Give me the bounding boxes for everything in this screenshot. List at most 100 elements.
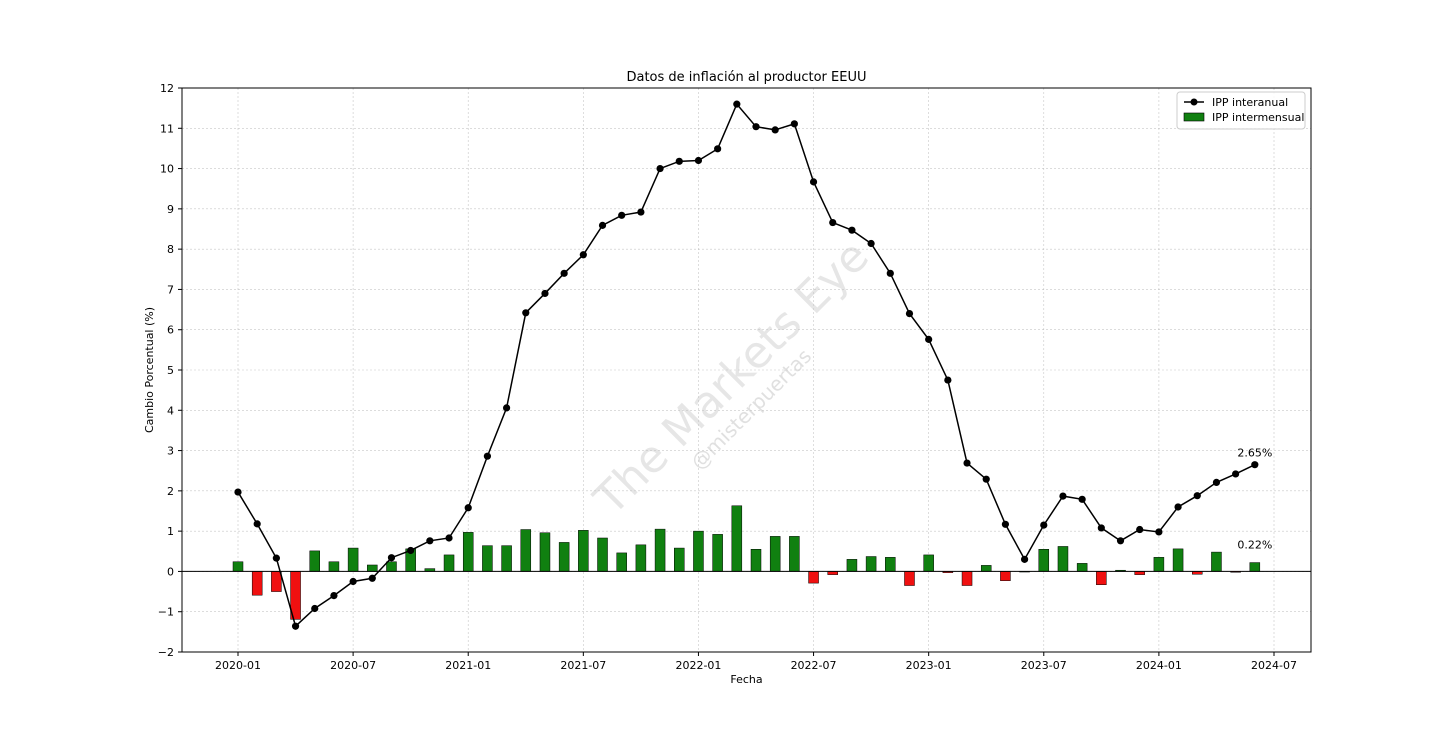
point-yoy <box>1020 555 1029 563</box>
point-yoy <box>694 156 703 165</box>
point-yoy <box>560 269 568 277</box>
point-yoy <box>1155 528 1163 536</box>
bar-mom <box>367 564 378 572</box>
annotation-last-mom: 0.22% <box>1237 539 1272 552</box>
y-tick-label: 12 <box>160 82 174 95</box>
bar-mom <box>904 571 915 586</box>
bar-mom <box>846 559 858 572</box>
x-tick-label: 2023-01 <box>906 659 952 672</box>
y-tick-label: 6 <box>167 324 174 337</box>
x-tick-label: 2024-07 <box>1251 659 1297 672</box>
point-yoy <box>982 475 990 483</box>
point-yoy <box>311 604 319 613</box>
bar-mom <box>808 571 819 584</box>
bar-mom <box>750 549 762 572</box>
point-yoy <box>445 534 453 542</box>
point-yoy <box>1174 503 1182 511</box>
legend-box <box>1176 91 1306 130</box>
point-yoy <box>714 145 722 153</box>
annotation-last-yoy: 2.65% <box>1237 447 1272 460</box>
bar-mom <box>885 557 896 572</box>
y-tick-label: 3 <box>167 445 174 458</box>
point-yoy <box>867 239 875 248</box>
bar-mom <box>309 550 320 572</box>
point-yoy <box>1193 492 1201 500</box>
y-tick-label: 7 <box>167 283 174 296</box>
y-tick-label: 0 <box>167 565 174 578</box>
bar-mom <box>923 554 934 572</box>
bar-mom <box>712 534 723 572</box>
bar-mom <box>731 505 743 572</box>
point-yoy <box>637 208 645 216</box>
point-yoy <box>1232 470 1240 478</box>
point-yoy <box>829 218 837 227</box>
bars-series <box>232 505 1261 620</box>
y-axis-title: Cambio Porcentual (%) <box>143 307 156 433</box>
point-yoy <box>1136 525 1144 534</box>
bar-mom <box>1038 549 1050 572</box>
bar-mom <box>980 565 992 572</box>
bar-mom <box>1211 551 1222 572</box>
annotations: 2.65% 0.22% <box>1237 447 1272 552</box>
point-yoy <box>733 100 741 108</box>
bar-mom <box>501 545 512 572</box>
bar-mom <box>232 561 244 572</box>
point-yoy <box>234 488 242 496</box>
bar-mom <box>1096 571 1107 585</box>
point-yoy <box>656 164 664 173</box>
point-yoy <box>407 546 415 555</box>
chart-title: Datos de inflación al productor EEUU <box>626 70 866 85</box>
legend-label-mom: IPP intermensual <box>1212 111 1304 124</box>
point-yoy <box>1059 492 1067 500</box>
x-tick-label: 2020-01 <box>215 659 261 672</box>
point-yoy <box>368 574 376 582</box>
point-yoy <box>886 269 894 277</box>
x-tick-label: 2023-07 <box>1021 659 1067 672</box>
point-yoy <box>330 592 338 600</box>
point-yoy <box>541 289 549 298</box>
point-yoy <box>752 123 760 131</box>
bar-mom <box>616 552 627 572</box>
point-yoy <box>771 126 779 134</box>
bar-mom <box>347 547 359 572</box>
bar-mom <box>482 545 493 572</box>
bar-mom <box>789 536 800 572</box>
point-yoy <box>1212 478 1221 486</box>
point-yoy <box>675 157 683 165</box>
y-tick-label: 5 <box>167 364 174 377</box>
bar-mom <box>1172 548 1184 572</box>
y-tick-label: 11 <box>160 122 174 135</box>
bar-mom <box>1057 546 1069 572</box>
point-yoy <box>483 452 492 460</box>
bar-mom <box>865 556 877 572</box>
y-tick-label: −2 <box>158 646 174 659</box>
x-tick-label: 2020-07 <box>330 659 376 672</box>
x-tick-label: 2022-07 <box>791 659 837 672</box>
line-series <box>234 100 1259 630</box>
bar-mom <box>578 530 589 572</box>
bar-mom <box>462 532 474 572</box>
point-yoy <box>253 520 261 528</box>
point-yoy <box>349 577 357 586</box>
point-yoy <box>790 120 798 128</box>
y-tick-label: 9 <box>167 203 174 216</box>
legend: IPP interanual IPP intermensual <box>1176 91 1306 130</box>
point-yoy <box>963 459 971 467</box>
y-tick-label: 10 <box>160 163 174 176</box>
y-tick-label: 2 <box>167 485 174 498</box>
point-yoy <box>618 211 626 219</box>
bar-mom <box>328 561 340 572</box>
point-yoy <box>1078 495 1086 503</box>
y-tick-label: 1 <box>167 525 174 538</box>
point-yoy <box>426 537 434 545</box>
point-yoy <box>522 309 530 317</box>
x-tick-label: 2021-01 <box>445 659 491 672</box>
point-yoy <box>1040 521 1048 529</box>
bar-mom <box>597 537 608 572</box>
point-yoy <box>925 335 933 343</box>
bar-mom <box>271 571 282 592</box>
bar-mom <box>1153 557 1165 572</box>
point-yoy <box>579 251 587 259</box>
bar-mom <box>443 554 455 572</box>
